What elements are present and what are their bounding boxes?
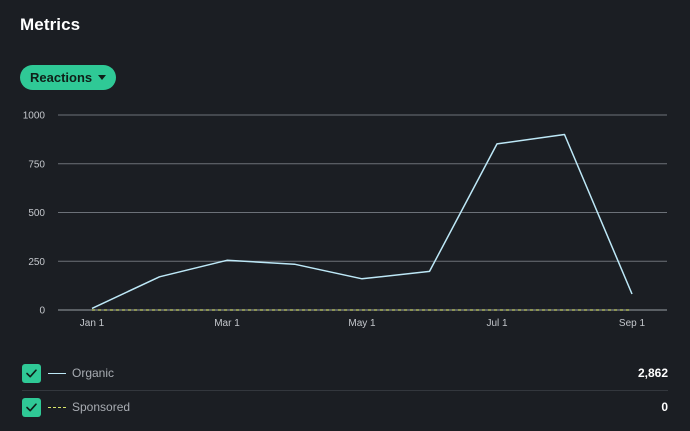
check-icon bbox=[26, 368, 37, 377]
legend-value-sponsored: 0 bbox=[661, 400, 668, 414]
caret-down-icon bbox=[98, 75, 107, 80]
legend-label-organic: Organic bbox=[72, 366, 115, 380]
y-tick-label: 750 bbox=[28, 159, 45, 170]
metric-selector-button[interactable]: Reactions bbox=[20, 65, 117, 90]
legend-value-organic: 2,862 bbox=[637, 366, 668, 380]
sponsored-checkbox[interactable] bbox=[22, 397, 41, 417]
series-line-organic bbox=[91, 133, 633, 310]
line-chart: 0 250 500 750 1000 Jan 1 Mar 1 May 1 Jul 1 Sep 1 bbox=[23, 111, 667, 329]
x-tick-label: Jul 1 bbox=[486, 318, 508, 329]
x-tick-label: Sep 1 bbox=[619, 318, 646, 329]
y-tick-label: 250 bbox=[28, 257, 45, 268]
card-title: Metrics bbox=[20, 15, 81, 34]
y-tick-label: 0 bbox=[39, 306, 45, 317]
x-tick-label: Jan 1 bbox=[80, 318, 105, 329]
legend-divider bbox=[22, 390, 668, 391]
legend-row-sponsored: Sponsored 0 bbox=[22, 394, 668, 420]
metric-selector-label: Reactions bbox=[30, 70, 93, 85]
y-tick-label: 500 bbox=[28, 208, 45, 219]
x-tick-label: May 1 bbox=[348, 318, 376, 329]
y-tick-label: 1000 bbox=[23, 111, 46, 122]
legend-row-organic: Organic 2,862 bbox=[22, 360, 668, 386]
organic-line-swatch bbox=[48, 372, 66, 374]
organic-checkbox[interactable] bbox=[22, 363, 41, 383]
legend-label-sponsored: Sponsored bbox=[72, 400, 131, 414]
check-icon bbox=[26, 402, 37, 411]
sponsored-line-swatch bbox=[48, 406, 66, 408]
x-tick-label: Mar 1 bbox=[214, 318, 240, 329]
